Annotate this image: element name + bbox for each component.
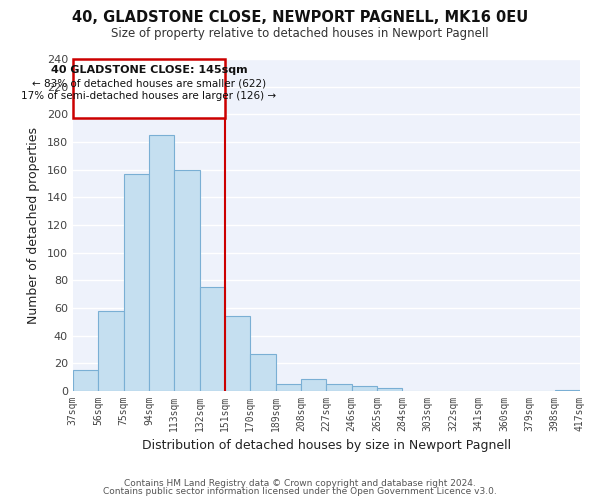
Bar	[301, 378, 326, 391]
Bar	[250, 354, 275, 391]
Text: Contains public sector information licensed under the Open Government Licence v3: Contains public sector information licen…	[103, 487, 497, 496]
Bar	[326, 384, 352, 391]
Bar	[554, 390, 580, 391]
Bar	[124, 174, 149, 391]
Bar	[73, 59, 225, 118]
Text: 40, GLADSTONE CLOSE, NEWPORT PAGNELL, MK16 0EU: 40, GLADSTONE CLOSE, NEWPORT PAGNELL, MK…	[72, 10, 528, 25]
Bar	[149, 135, 174, 391]
Bar	[98, 311, 124, 391]
Text: ← 83% of detached houses are smaller (622): ← 83% of detached houses are smaller (62…	[32, 78, 266, 88]
Text: 17% of semi-detached houses are larger (126) →: 17% of semi-detached houses are larger (…	[22, 91, 277, 101]
Bar	[225, 316, 250, 391]
Bar	[174, 170, 200, 391]
Text: Contains HM Land Registry data © Crown copyright and database right 2024.: Contains HM Land Registry data © Crown c…	[124, 478, 476, 488]
X-axis label: Distribution of detached houses by size in Newport Pagnell: Distribution of detached houses by size …	[142, 440, 511, 452]
Text: Size of property relative to detached houses in Newport Pagnell: Size of property relative to detached ho…	[111, 28, 489, 40]
Bar	[352, 386, 377, 391]
Y-axis label: Number of detached properties: Number of detached properties	[27, 126, 40, 324]
Bar	[275, 384, 301, 391]
Bar	[200, 288, 225, 391]
Bar	[377, 388, 403, 391]
Text: 40 GLADSTONE CLOSE: 145sqm: 40 GLADSTONE CLOSE: 145sqm	[50, 64, 247, 74]
Bar	[73, 370, 98, 391]
